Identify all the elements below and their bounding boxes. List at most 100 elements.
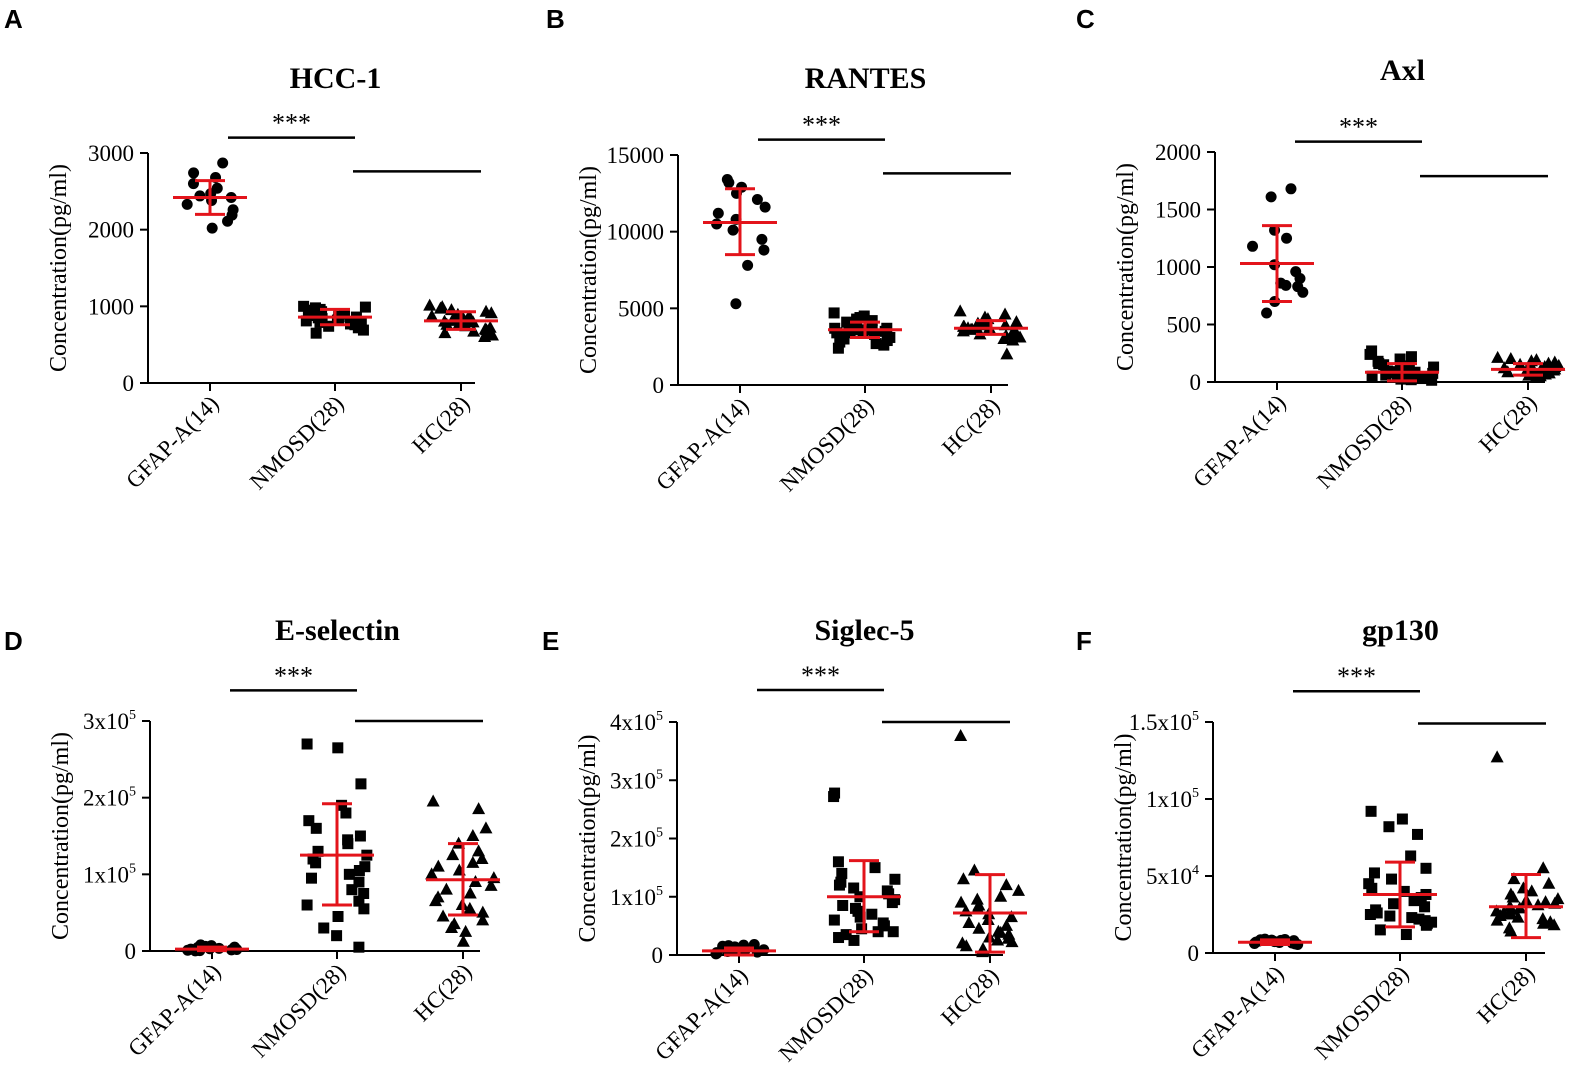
data-point [433, 301, 447, 314]
panel-e: E Siglec-5 0 1x105 2x105 3x105 4x105 Concentrat… [542, 614, 1027, 1066]
data-point [331, 314, 343, 326]
data-point [1411, 828, 1423, 840]
data-point [1394, 353, 1406, 365]
data-point [358, 888, 370, 899]
data-point [997, 332, 1011, 344]
panel-letter: C [1076, 4, 1095, 34]
data-point [1507, 872, 1521, 885]
data-point [1388, 898, 1400, 910]
y-axis-label: Concentration(pg/ml) [576, 166, 602, 374]
data-point [1420, 862, 1432, 874]
data-point [967, 863, 981, 876]
data-point [887, 926, 899, 938]
data-point [857, 325, 869, 337]
data-point [1261, 307, 1273, 319]
data-point [310, 857, 322, 869]
data-point [851, 313, 863, 325]
data-point [1004, 910, 1018, 923]
chart-title: HCC-1 [290, 62, 382, 95]
data-point [1413, 913, 1425, 925]
data-point [844, 327, 856, 339]
x-tick-label: NMOSD(28) [245, 391, 349, 495]
data-point [301, 899, 313, 911]
data-point [1000, 347, 1014, 360]
y-tick-label: 3000 [88, 141, 134, 166]
data-point [314, 316, 326, 328]
data-point [1380, 369, 1392, 381]
data-point [1265, 191, 1277, 203]
data-point [194, 190, 206, 202]
y-tick-label: 2000 [1155, 140, 1201, 165]
panel-d: D E-selectin 0 1x105 2x105 3x105 Concentration… [4, 614, 501, 1063]
data-point [181, 198, 193, 210]
data-point [475, 852, 489, 864]
data-point [994, 889, 1008, 902]
data-point [484, 306, 498, 319]
data-point [429, 894, 443, 907]
data-point [956, 324, 970, 337]
data-point [866, 908, 878, 920]
y-axis-label: Concentration(pg/ml) [46, 164, 72, 372]
data-point [472, 802, 486, 815]
significance-label: *** [801, 661, 840, 690]
data-point [446, 848, 460, 861]
y-tick-label: 2000 [88, 218, 134, 243]
data-point [1416, 373, 1428, 385]
data-point [1383, 821, 1395, 833]
data-point [711, 218, 723, 230]
chart-title: RANTES [805, 62, 927, 95]
data-point [1403, 360, 1415, 372]
chart-title: gp130 [1362, 614, 1439, 647]
panel-letter: E [542, 626, 559, 656]
panel-a: A HCC-1 0 1000 2000 3000 Concentration(pg/ml) G… [4, 4, 499, 494]
data-point [1366, 882, 1378, 894]
data-point [854, 911, 866, 923]
data-point [998, 307, 1012, 320]
x-tick-label: NMOSD(28) [247, 959, 351, 1063]
data-point [318, 922, 330, 934]
data-point [426, 794, 440, 807]
data-point [834, 336, 846, 348]
y-tick-label: 4x105 [610, 709, 663, 735]
data-point [723, 177, 735, 189]
y-tick-label: 1.5x105 [1129, 709, 1199, 735]
data-point [1415, 892, 1427, 904]
data-point [1009, 315, 1023, 328]
y-tick-label: 3x105 [83, 708, 136, 734]
data-point [1408, 895, 1420, 907]
data-point [222, 215, 234, 227]
data-point [954, 895, 968, 908]
data-point [712, 207, 724, 219]
data-point [355, 778, 367, 790]
y-tick-label: 1000 [88, 294, 134, 319]
data-point [431, 859, 445, 872]
x-tick-label: GFAP-A(14) [121, 391, 223, 493]
data-point [466, 855, 480, 868]
y-tick-label: 1500 [1155, 198, 1201, 223]
significance-label: *** [274, 661, 313, 690]
data-point [353, 876, 365, 888]
data-point [323, 320, 335, 332]
data-point [1490, 913, 1504, 926]
data-point [1426, 374, 1438, 386]
data-point [1378, 359, 1390, 371]
data-point [1400, 929, 1412, 941]
data-point [953, 304, 967, 317]
data-point [463, 901, 477, 914]
x-tick-label: HC(28) [937, 393, 1004, 460]
data-point [1366, 370, 1378, 382]
data-point [357, 324, 369, 336]
x-tick-label: HC(28) [407, 391, 474, 458]
data-point [1405, 850, 1417, 862]
y-tick-exponent: 5 [1192, 709, 1199, 724]
data-point [832, 342, 844, 354]
significance-label: *** [272, 109, 311, 138]
y-axis-label: Concentration(pg/ml) [1111, 734, 1137, 942]
data-point [1504, 352, 1518, 364]
data-point [837, 899, 849, 911]
data-point [312, 845, 324, 857]
data-point [856, 923, 868, 935]
data-point [1297, 286, 1309, 298]
data-point [303, 815, 315, 827]
